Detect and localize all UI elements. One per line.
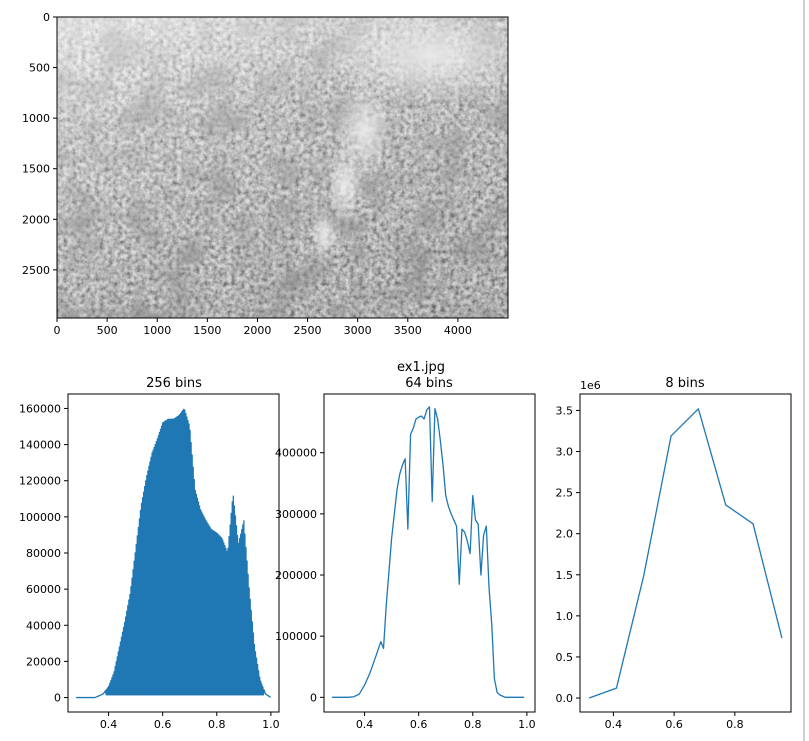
histogram-256-x-ticks: 0.4 0.6 0.8 1.0 <box>100 712 280 731</box>
h8-y-tick-label: 2.0 <box>556 528 574 541</box>
h256-x-tick-label: 0.8 <box>208 718 226 731</box>
h256-x-tick-label: 0.4 <box>100 718 118 731</box>
histogram-256-plot <box>75 408 272 699</box>
img-y-tick-label: 500 <box>29 62 50 75</box>
img-y-tick-label: 2500 <box>22 264 50 277</box>
h256-y-tick-label: 60000 <box>26 583 61 596</box>
h256-y-tick-label: 20000 <box>26 655 61 668</box>
h8-y-tick-label: 2.5 <box>556 487 574 500</box>
img-y-tick-label: 1500 <box>22 163 50 176</box>
figure-suptitle: ex1.jpg <box>397 360 445 375</box>
h8-x-tick-label: 0.4 <box>605 718 623 731</box>
h64-x-tick-label: 0.6 <box>410 718 428 731</box>
h256-y-tick-label: 0 <box>54 692 61 705</box>
h8-y-tick-label: 3.0 <box>556 446 574 459</box>
h256-y-tick-label: 160000 <box>19 402 61 415</box>
histogram-8-frame <box>579 393 792 713</box>
h256-x-tick-label: 0.6 <box>154 718 172 731</box>
histogram-64-plot <box>332 406 525 698</box>
h8-y-tick-label: 3.5 <box>556 404 574 417</box>
histogram-64-y-ticks: 0 100000 200000 300000 400000 <box>275 447 324 704</box>
histogram-8-series <box>588 408 783 699</box>
h64-x-tick-label: 1.0 <box>518 718 536 731</box>
img-x-tick-label: 3500 <box>394 324 422 337</box>
h8-y-tick-label: 0.0 <box>556 692 574 705</box>
h64-y-tick-label: 200000 <box>275 569 317 582</box>
h64-x-tick-label: 0.4 <box>356 718 374 731</box>
h8-x-tick-label: 0.8 <box>726 718 744 731</box>
img-x-tick-label: 1500 <box>193 324 221 337</box>
image-x-ticks: 0 500 1000 1500 2000 2500 3000 3500 4000 <box>54 318 472 337</box>
histogram-256-y-ticks: 0 20000 40000 60000 80000 100000 120000 140000 1… <box>19 402 68 705</box>
img-x-tick-label: 3000 <box>344 324 372 337</box>
image-y-ticks: 0 500 1000 1500 2000 2500 <box>22 11 57 277</box>
histogram-8-title: 8 bins <box>665 376 705 391</box>
h256-y-tick-label: 100000 <box>19 511 61 524</box>
image-frame <box>56 16 509 319</box>
histogram-8-y-multiplier: 1e6 <box>580 379 601 392</box>
img-x-tick-label: 2500 <box>294 324 322 337</box>
h64-y-tick-label: 100000 <box>275 630 317 643</box>
histogram-64-series <box>332 406 525 698</box>
h256-x-tick-label: 1.0 <box>262 718 280 731</box>
h64-y-tick-label: 400000 <box>275 447 317 460</box>
img-x-tick-label: 4000 <box>444 324 472 337</box>
img-y-tick-label: 1000 <box>22 112 50 125</box>
img-x-tick-label: 0 <box>54 324 61 337</box>
h8-y-tick-label: 1.5 <box>556 569 574 582</box>
h256-y-tick-label: 120000 <box>19 475 61 488</box>
histogram-8-plot <box>588 408 783 699</box>
h8-y-tick-label: 1.0 <box>556 610 574 623</box>
img-x-tick-label: 500 <box>97 324 118 337</box>
h256-y-tick-label: 140000 <box>19 439 61 452</box>
grayscale-photo <box>57 17 508 318</box>
img-x-tick-label: 2000 <box>243 324 271 337</box>
histogram-256-series <box>75 408 272 699</box>
histogram-64-frame <box>323 393 536 713</box>
histogram-256-axes: 256 bins 0.4 0.6 0.8 1.0 0 20000 40000 60000 80… <box>19 376 280 731</box>
h256-y-tick-label: 40000 <box>26 619 61 632</box>
histogram-64-x-ticks: 0.4 0.6 0.8 1.0 <box>356 712 536 731</box>
histogram-256-title: 256 bins <box>146 376 202 391</box>
histogram-8-x-ticks: 0.4 0.6 0.8 <box>605 712 744 731</box>
img-x-tick-label: 1000 <box>143 324 171 337</box>
histogram-64-title: 64 bins <box>405 376 453 391</box>
img-y-tick-label: 0 <box>43 11 50 24</box>
h256-y-tick-label: 80000 <box>26 547 61 560</box>
window-edge <box>803 0 805 741</box>
h8-x-tick-label: 0.6 <box>665 718 683 731</box>
h64-y-tick-label: 300000 <box>275 508 317 521</box>
h8-y-tick-label: 0.5 <box>556 651 574 664</box>
h64-y-tick-label: 0 <box>310 691 317 704</box>
histogram-8-y-ticks: 0.0 0.5 1.0 1.5 2.0 2.5 3.0 3.5 <box>556 404 580 705</box>
histogram-64-axes: 64 bins 0.4 0.6 0.8 1.0 0 100000 200000 300000… <box>275 376 536 731</box>
h64-x-tick-label: 0.8 <box>464 718 482 731</box>
histogram-8-axes: 8 bins 1e6 0.4 0.6 0.8 0.0 0.5 1.0 1.5 2.0 2.5 3… <box>556 376 792 731</box>
img-y-tick-label: 2000 <box>22 213 50 226</box>
image-axes: 0 500 1000 1500 2000 2500 3000 3500 4000 0 500 100… <box>22 11 509 337</box>
